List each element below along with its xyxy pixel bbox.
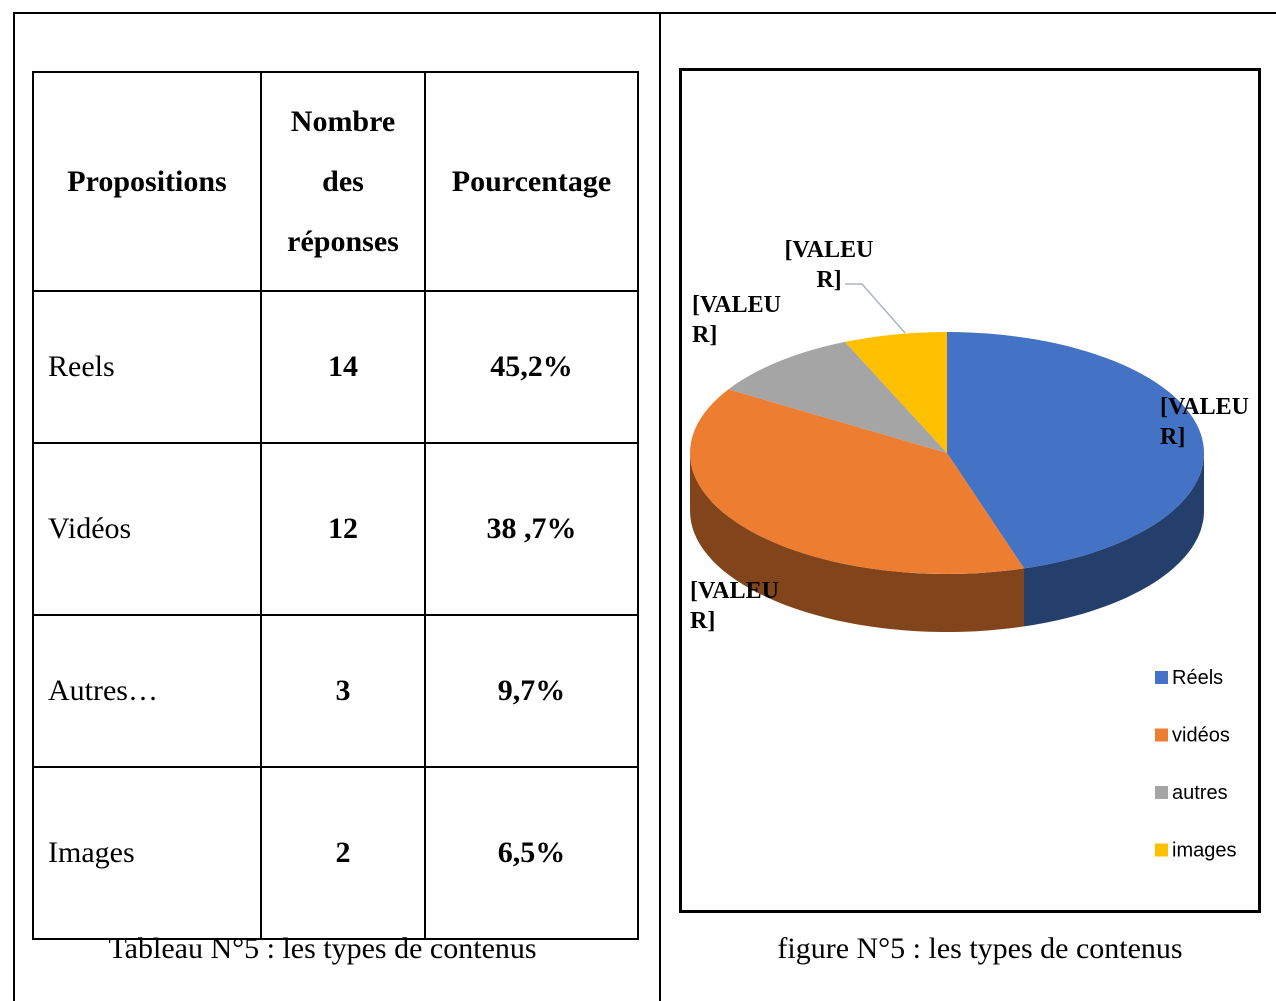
table-row: Autres… 3 9,7%: [32, 614, 639, 768]
table-cell: Autres…: [32, 614, 262, 768]
legend-label: images: [1172, 840, 1236, 862]
slice: [728, 341, 947, 453]
table-cell: 12: [260, 442, 426, 616]
slice: [690, 389, 1025, 574]
legend-label: vidéos: [1172, 725, 1230, 747]
table-cell: 9,7%: [424, 614, 639, 768]
leader-line: [845, 283, 906, 334]
header-row: Propositions Nombre des réponses Pourcen…: [32, 71, 639, 292]
slice: [947, 332, 1204, 569]
table-row: Images 2 6,5%: [32, 766, 639, 940]
table-cell: 2: [260, 766, 426, 940]
table-cell: Images: [32, 766, 262, 940]
chart-caption: figure N°5 : les types de contenus: [777, 932, 1183, 965]
divider: [659, 12, 661, 1001]
value-label: [VALEUR]: [692, 292, 781, 348]
legend-label: Réels: [1172, 667, 1223, 689]
legend-swatch: [1155, 728, 1168, 742]
table-cell: 3: [260, 614, 426, 768]
table-cell: 14: [260, 290, 426, 444]
value-label: [VALEUR]: [784, 237, 874, 293]
legend-swatch: [1155, 843, 1168, 857]
frame: [13, 12, 1276, 1001]
legend-swatch: [1155, 671, 1168, 684]
slice: [845, 332, 947, 453]
table-row: Vidéos 12 38 ,7%: [32, 442, 639, 616]
value-label: [VALEUR]: [690, 578, 779, 634]
table-cell: 45,2%: [424, 290, 639, 444]
table-caption: Tableau N°5 : les types de contenus: [108, 932, 537, 965]
header-cell: Propositions: [32, 71, 262, 292]
legend-swatch: [1155, 786, 1168, 799]
value-label: [VALEUR]: [1160, 394, 1249, 450]
table-cell: 38 ,7%: [424, 442, 639, 616]
data-table: Propositions Nombre des réponses Pourcen…: [32, 71, 639, 940]
header-cell: Nombre des réponses: [260, 71, 426, 292]
table-cell: Vidéos: [32, 442, 262, 616]
chart-box: [679, 68, 1261, 913]
slice-side: [690, 453, 1024, 632]
slice-side: [1024, 453, 1204, 627]
legend-label: autres: [1172, 782, 1228, 804]
table-cell: Reels: [32, 290, 262, 444]
table-cell: 6,5%: [424, 766, 639, 940]
header-cell: Pourcentage: [424, 71, 639, 292]
table-row: Reels 14 45,2%: [32, 290, 639, 444]
